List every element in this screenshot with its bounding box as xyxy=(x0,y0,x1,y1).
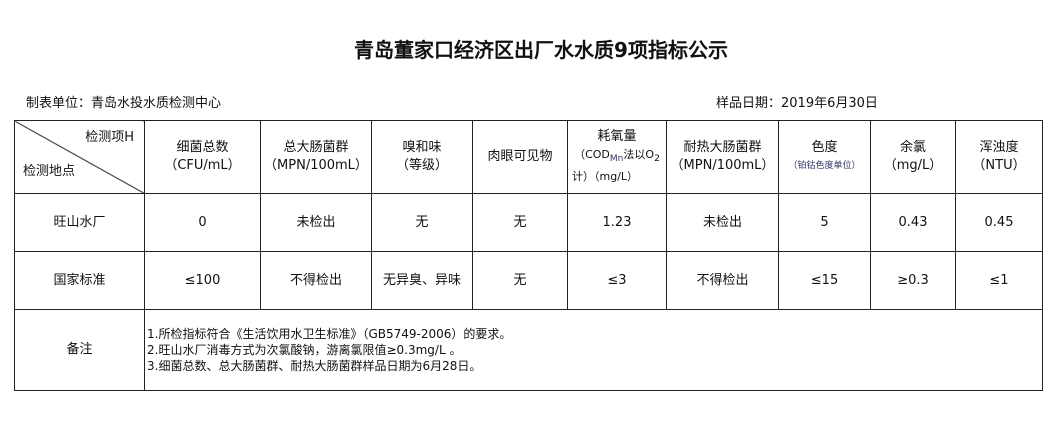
col-unit: （mg/L） xyxy=(883,158,943,173)
col-unit-sub: 2 xyxy=(654,153,660,165)
col-unit: （等级） xyxy=(395,158,448,173)
notes-content: 1.所检指标符合《生活饮用水卫生标准》（GB5749-2006）的要求。 2.旺… xyxy=(144,309,1043,391)
notes-row: 备注 1.所检指标符合《生活饮用水卫生标准》（GB5749-2006）的要求。 … xyxy=(14,309,1043,391)
col-name: 耗氧量 xyxy=(597,128,637,144)
col-name: 耐热大肠菌群 xyxy=(683,140,762,155)
value-cell: 不得检出 xyxy=(666,251,779,310)
col-name: 余氯 xyxy=(899,140,926,155)
value-cell: 0.45 xyxy=(955,193,1043,252)
note-line: 1.所检指标符合《生活饮用水卫生标准》（GB5749-2006）的要求。 xyxy=(147,327,512,341)
value-cell: ≤15 xyxy=(778,251,871,310)
col-unit: 法以O xyxy=(623,147,655,161)
value-cell: 无 xyxy=(472,193,568,252)
col-name: 肉眼可见物 xyxy=(487,149,553,164)
table-row: 国家标准 ≤100 不得检出 无异臭、异味 无 ≤3 不得检出 ≤15 ≥0.3… xyxy=(14,251,1043,310)
col-name: 色度 xyxy=(811,140,838,155)
value-cell: ≤3 xyxy=(567,251,667,310)
note-line: 2.旺山水厂消毒方式为次氯酸钠，游离氯限值≥0.3mg/L 。 xyxy=(147,343,462,357)
value-cell: 未检出 xyxy=(260,193,372,252)
value-cell: 无 xyxy=(472,251,568,310)
note-line: 3.细菌总数、总大肠菌群、耐热大肠菌群样品日期为6月28日。 xyxy=(147,359,482,373)
value-cell: 5 xyxy=(778,193,871,252)
col-unit-sub: Mn xyxy=(609,154,624,165)
col-cod: 耗氧量 （CODMn法以O2 计）（mg/L） xyxy=(567,120,667,194)
col-unit: （COD xyxy=(574,147,610,161)
site-label: 检测地点 xyxy=(23,164,76,179)
col-unit: （MPN/100mL） xyxy=(670,158,775,173)
sample-date: 样品日期：2019年6月30日 xyxy=(716,96,878,111)
col-name: 浑浊度 xyxy=(979,140,1019,155)
col-name: 细菌总数 xyxy=(176,140,229,155)
value-cell: 不得检出 xyxy=(260,251,372,310)
col-bacteria: 细菌总数 （CFU/mL） xyxy=(144,120,261,194)
value-cell: 无 xyxy=(371,193,473,252)
col-color: 色度 （铂钴色度单位） xyxy=(778,120,871,194)
page-title: 青岛董家口经济区出厂水水质9项指标公示 xyxy=(354,38,728,62)
col-odor: 嗅和味 （等级） xyxy=(371,120,473,194)
header-row: 检测项H 检测地点 细菌总数 （CFU/mL） 总大肠菌群 （MPN/100mL） 嗅… xyxy=(14,120,1043,194)
value-cell: 未检出 xyxy=(666,193,779,252)
col-unit: 计）（mg/L） xyxy=(572,170,639,184)
col-unit: （CFU/mL） xyxy=(164,158,241,173)
value-cell: 0 xyxy=(144,193,261,252)
value-cell: 0.43 xyxy=(870,193,956,252)
col-coliform: 总大肠菌群 （MPN/100mL） xyxy=(260,120,372,194)
col-unit: （MPN/100mL） xyxy=(264,158,368,173)
col-chlorine: 余氯 （mg/L） xyxy=(870,120,956,194)
value-cell: ≤100 xyxy=(144,251,261,310)
table-row: 旺山水厂 0 未检出 无 无 1.23 未检出 5 0.43 0.45 xyxy=(14,193,1043,252)
notes-label: 备注 xyxy=(14,309,145,391)
col-unit: （NTU） xyxy=(972,158,1026,173)
issuing-unit: 制表单位：青岛水投水质检测中心 xyxy=(26,96,222,111)
col-turbidity: 浑浊度 （NTU） xyxy=(955,120,1043,194)
col-name: 嗅和味 xyxy=(402,140,442,155)
col-visible: 肉眼可见物 xyxy=(472,120,568,194)
value-cell: ≥0.3 xyxy=(870,251,956,310)
item-label: 检测项H xyxy=(85,130,134,145)
col-unit: （铂钴色度单位） xyxy=(788,161,861,171)
col-name: 总大肠菌群 xyxy=(283,140,349,155)
water-quality-table: 检测项H 检测地点 细菌总数 （CFU/mL） 总大肠菌群 （MPN/100mL） 嗅… xyxy=(14,120,1043,391)
site-cell: 旺山水厂 xyxy=(14,193,145,252)
diagonal-header-cell: 检测项H 检测地点 xyxy=(14,120,145,194)
value-cell: ≤1 xyxy=(955,251,1043,310)
value-cell: 无异臭、异味 xyxy=(371,251,473,310)
col-thermo-coliform: 耐热大肠菌群 （MPN/100mL） xyxy=(666,120,779,194)
site-cell: 国家标准 xyxy=(14,251,145,310)
value-cell: 1.23 xyxy=(567,193,667,252)
